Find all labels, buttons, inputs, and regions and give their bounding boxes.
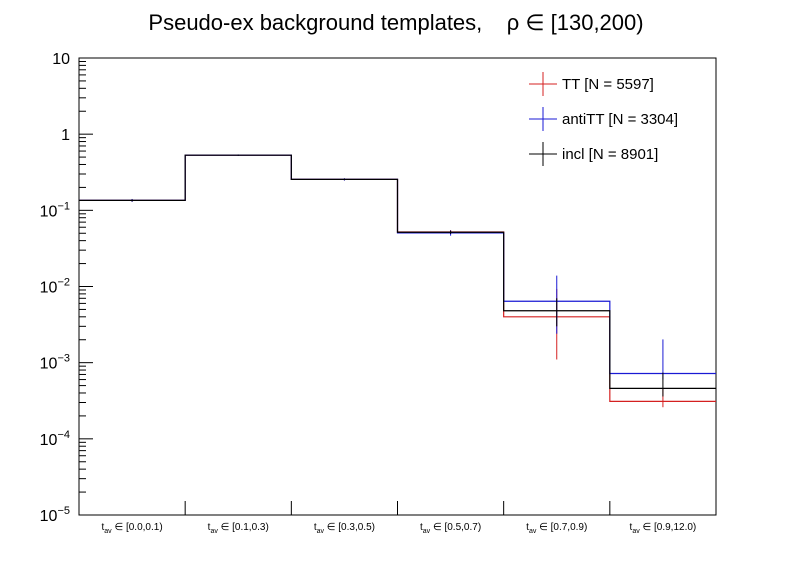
x-tick-label: tav ∈ [0.5,0.7)	[420, 522, 481, 535]
legend-item: incl [N = 8901]	[529, 142, 658, 166]
y-tick-label: 10−2	[40, 277, 70, 297]
chart-title: Pseudo-ex background templates, ρ ∈ [130…	[148, 10, 643, 35]
legend-item: antiTT [N = 3304]	[529, 107, 678, 131]
series-2	[79, 154, 716, 397]
legend-label: antiTT [N = 3304]	[562, 111, 678, 128]
x-tick-label: tav ∈ [0.0,0.1)	[102, 522, 163, 535]
x-tick-label: tav ∈ [0.7,0.9)	[526, 522, 587, 535]
y-tick-label: 10−5	[40, 505, 70, 525]
series-line	[79, 154, 716, 389]
legend-label: incl [N = 8901]	[562, 146, 658, 163]
y-tick-label: 10−3	[40, 353, 70, 373]
y-tick-label: 10	[52, 51, 70, 68]
x-tick-label: tav ∈ [0.1,0.3)	[208, 522, 269, 535]
legend-label: TT [N = 5597]	[562, 76, 654, 93]
legend-item: TT [N = 5597]	[529, 72, 654, 96]
y-tick-label: 10−4	[40, 429, 70, 449]
x-tick-label: tav ∈ [0.3,0.5)	[314, 522, 375, 535]
y-tick-label: 1	[61, 127, 70, 144]
y-tick-label: 10−1	[40, 200, 70, 220]
x-tick-label: tav ∈ [0.9,12.0)	[630, 522, 697, 535]
